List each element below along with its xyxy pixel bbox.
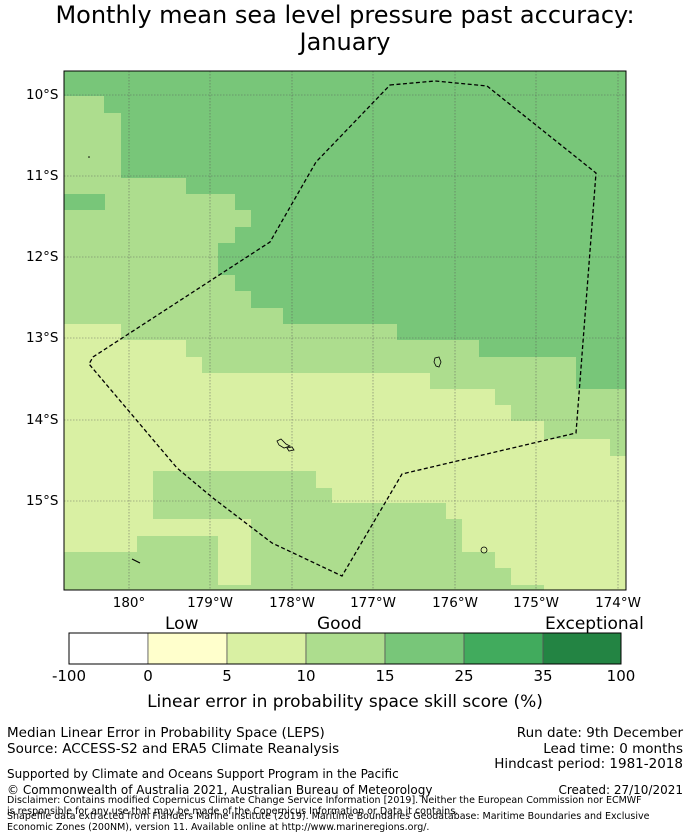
colorbar-swatch-5-10 (226, 632, 307, 665)
shapefile-credit: Shapefile data extracted from Flanders M… (7, 811, 650, 833)
graticule (64, 71, 626, 590)
colorbar-tick: 5 (222, 667, 232, 685)
colorbar-tick: -100 (51, 667, 87, 685)
lat-label-13s: 13°S (26, 330, 59, 346)
lon-label-178w: 178°W (269, 595, 315, 611)
map-title-line2: January (299, 28, 391, 56)
hindcast-period: Hindcast period: 1981-2018 (494, 756, 683, 772)
created-date: Created: 27/10/2021 (558, 783, 683, 797)
colorbar-category-good: Good (317, 614, 362, 634)
island-outline (88, 156, 90, 158)
colorbar-tick: 100 (606, 667, 636, 685)
skill-region-15-25 (64, 71, 626, 389)
lon-label-176w: 176°W (432, 595, 478, 611)
colorbar-tick: 35 (533, 667, 553, 685)
lead-time: Lead time: 0 months (543, 741, 683, 757)
colorbar-category-exceptional: Exceptional (545, 614, 644, 634)
lon-label-177w: 177°W (350, 595, 396, 611)
colorbar-swatch-35-100 (542, 632, 622, 665)
disclaimer-text: Disclaimer: Contains modified Copernicus… (7, 795, 642, 817)
colorbar-tick: 25 (454, 667, 474, 685)
lat-label-14s: 14°S (26, 412, 59, 428)
colorbar-tick: 0 (143, 667, 153, 685)
colorbar-swatch-0-5 (147, 632, 228, 665)
colorbar (68, 632, 622, 665)
colorbar-swatch-25-35 (463, 632, 544, 665)
island-outline (433, 356, 442, 368)
island-outline (286, 446, 295, 452)
colorbar-category-low: Low (165, 614, 199, 634)
island-outline (276, 438, 292, 449)
lon-label-180: 180° (112, 595, 146, 611)
island-outline (131, 558, 141, 564)
colorbar-tick: 10 (296, 667, 316, 685)
skill-region-15-25 (64, 194, 105, 210)
colorbar-label: Linear error in probability space skill … (147, 692, 543, 712)
colorbar-frame (68, 632, 622, 665)
lon-label-175w: 175°W (513, 595, 559, 611)
lon-label-174w: 174°W (595, 595, 641, 611)
support-text: Supported by Climate and Oceans Support … (7, 767, 399, 781)
lat-label-12s: 12°S (26, 249, 59, 265)
source-text: Source: ACCESS-S2 and ERA5 Climate Reana… (7, 741, 340, 757)
run-date: Run date: 9th December (516, 725, 683, 741)
lon-label-179w: 179°W (187, 595, 233, 611)
colorbar-swatch-15-25 (384, 632, 465, 665)
colorbar-swatch-10-15 (305, 632, 386, 665)
eez-boundary (88, 80, 597, 577)
island-outline (480, 546, 488, 554)
lat-label-10s: 10°S (26, 87, 59, 103)
map-frame (63, 70, 627, 591)
colorbar-swatch-neg100-0 (68, 632, 149, 665)
copyright-text: © Commonwealth of Australia 2021, Austra… (7, 783, 433, 797)
lat-label-11s: 11°S (26, 168, 59, 184)
method-text: Median Linear Error in Probability Space… (7, 725, 325, 741)
skill-field (64, 71, 626, 590)
lat-label-15s: 15°S (26, 493, 59, 509)
map-title-line1: Monthly mean sea level pressure past acc… (55, 1, 635, 29)
colorbar-tick: 15 (375, 667, 395, 685)
